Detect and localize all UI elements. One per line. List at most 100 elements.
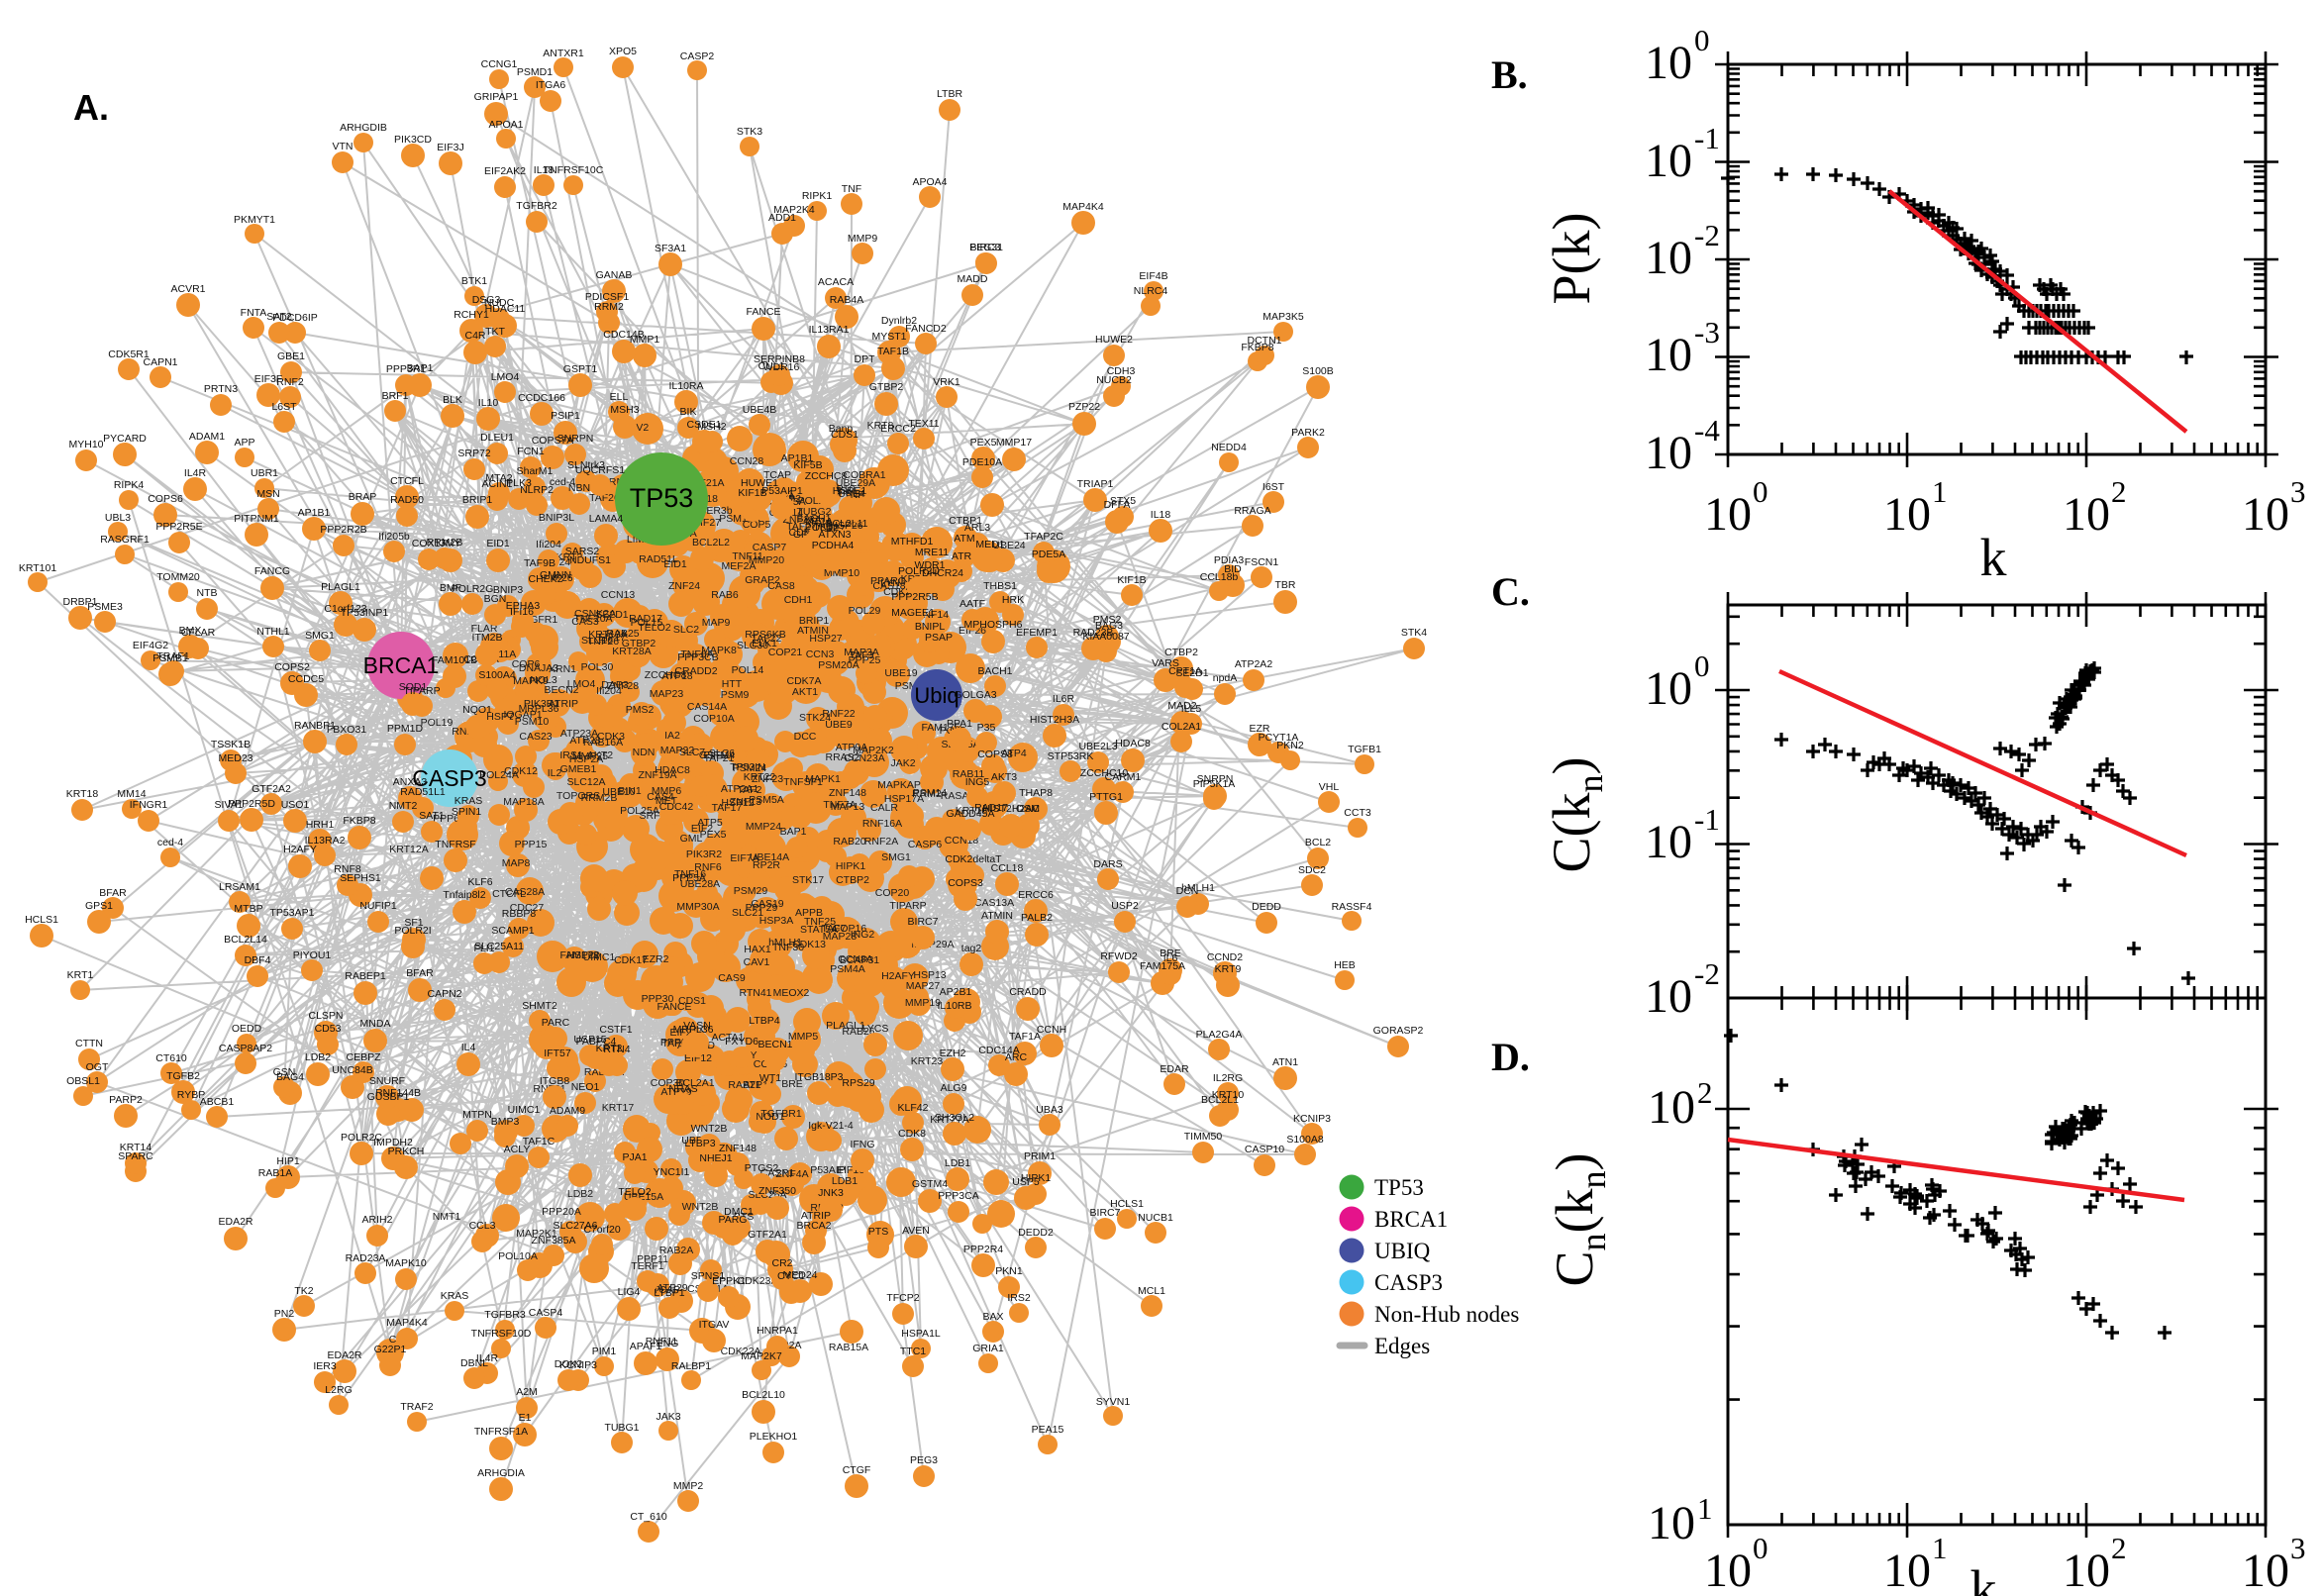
svg-text:ATR: ATR [952, 550, 972, 562]
svg-text:PN2: PN2 [274, 1308, 295, 1320]
svg-text:GSTM4: GSTM4 [699, 749, 735, 761]
svg-text:PEX5: PEX5 [970, 437, 997, 449]
svg-text:NEDD4: NEDD4 [1211, 442, 1247, 453]
svg-text:BFAR: BFAR [99, 887, 127, 899]
svg-text:SDC2: SDC2 [1298, 864, 1326, 876]
svg-text:CCT3: CCT3 [1344, 807, 1371, 819]
svg-text:ACLY: ACLY [504, 1144, 531, 1155]
svg-text:RAB4A: RAB4A [830, 294, 863, 306]
svg-text:CDC14B: CDC14B [603, 329, 644, 341]
svg-text:IFNG: IFNG [850, 1139, 874, 1150]
svg-text:10: 10 [1883, 1545, 1931, 1596]
svg-text:PEG31: PEG31 [969, 242, 1003, 253]
svg-text:Igk-V21-4: Igk-V21-4 [808, 1120, 854, 1132]
svg-text:CTTN: CTTN [75, 1038, 103, 1049]
svg-text:SH3GL2: SH3GL2 [935, 1112, 974, 1124]
svg-text:BECN1: BECN1 [758, 1039, 792, 1050]
svg-text:CASP3: CASP3 [1374, 1270, 1443, 1295]
svg-text:Ifi204: Ifi204 [596, 685, 622, 697]
svg-text:MAP23: MAP23 [650, 688, 684, 700]
svg-text:PPP15: PPP15 [515, 839, 548, 850]
svg-text:PLA2G4A: PLA2G4A [1196, 1029, 1243, 1041]
svg-text:BCL2: BCL2 [1305, 837, 1331, 848]
svg-text:Dynlrb2: Dynlrb2 [881, 315, 917, 327]
svg-text:ATP2A2: ATP2A2 [1235, 658, 1272, 670]
svg-text:IL13RA2: IL13RA2 [305, 835, 346, 847]
svg-text:RASSF4: RASSF4 [1332, 901, 1372, 913]
svg-text:EIF4B: EIF4B [1139, 270, 1167, 282]
svg-text:SYVN1: SYVN1 [1096, 1396, 1131, 1408]
svg-text:RAB6: RAB6 [711, 589, 739, 601]
svg-text:-4: -4 [1694, 413, 1720, 448]
svg-text:TIMM50: TIMM50 [1184, 1131, 1223, 1143]
svg-text:TTC1: TTC1 [900, 1346, 926, 1357]
svg-text:LTBR: LTBR [937, 88, 962, 100]
svg-text:ING5: ING5 [965, 776, 990, 788]
svg-text:TNFRSF10D: TNFRSF10D [471, 1328, 532, 1340]
svg-text:10: 10 [1645, 970, 1692, 1023]
svg-text:10: 10 [2063, 488, 2110, 541]
svg-text:COPS2: COPS2 [274, 661, 310, 673]
svg-text:MPHOSPH6: MPHOSPH6 [964, 619, 1023, 631]
svg-text:PMS2: PMS2 [626, 704, 655, 716]
svg-text:TSSK1B: TSSK1B [211, 739, 251, 750]
svg-text:MAD2: MAD2 [1167, 700, 1196, 712]
svg-text:ZCCHC8: ZCCHC8 [645, 669, 687, 681]
svg-text:EFEMP1: EFEMP1 [1016, 627, 1058, 639]
svg-text:LMO4: LMO4 [567, 678, 596, 690]
svg-text:MAGEE1: MAGEE1 [891, 607, 935, 619]
svg-text:SLC27A6: SLC27A6 [554, 1220, 598, 1232]
svg-text:XPO5: XPO5 [609, 46, 637, 57]
svg-text:RAB1A: RAB1A [258, 1167, 292, 1179]
svg-text:GUSBP1: GUSBP1 [367, 1091, 410, 1103]
svg-text:ZNF13: ZNF13 [730, 796, 761, 808]
svg-text:BAP1: BAP1 [780, 826, 807, 838]
svg-text:PIK3CD: PIK3CD [394, 134, 432, 146]
svg-text:MED1: MED1 [975, 539, 1004, 550]
svg-text:POL25A: POL25A [620, 805, 659, 817]
svg-text:PALB2: PALB2 [1021, 912, 1053, 924]
svg-text:ZNF350: ZNF350 [758, 1185, 796, 1197]
svg-text:PEX5: PEX5 [700, 829, 727, 841]
svg-text:-2: -2 [1694, 218, 1720, 252]
svg-text:SMG1: SMG1 [305, 630, 335, 642]
svg-text:UBA3: UBA3 [1036, 1104, 1063, 1116]
svg-text:DEDD2: DEDD2 [1018, 1227, 1054, 1239]
svg-text:NLRC4: NLRC4 [1134, 285, 1168, 297]
svg-text:TOMM20: TOMM20 [156, 571, 200, 583]
svg-text:PSM4A: PSM4A [830, 963, 865, 975]
svg-text:POLR2I: POLR2I [394, 925, 431, 937]
svg-text:ERCC6: ERCC6 [1018, 889, 1054, 901]
svg-text:TRAF2: TRAF2 [400, 1401, 433, 1413]
svg-text:CCDC166: CCDC166 [518, 392, 565, 404]
svg-text:MAP3K5: MAP3K5 [1262, 311, 1304, 323]
svg-text:SIVA1: SIVA1 [215, 799, 244, 811]
svg-text:PPP29: PPP29 [746, 902, 778, 914]
svg-text:EID1: EID1 [663, 558, 687, 570]
svg-text:FKBP8: FKBP8 [343, 815, 375, 827]
svg-text:S100A8: S100A8 [1286, 1134, 1324, 1146]
svg-text:PSME3: PSME3 [87, 601, 123, 613]
svg-text:HIP1: HIP1 [276, 1155, 300, 1167]
svg-text:KRT10: KRT10 [1212, 1089, 1245, 1101]
svg-text:HIST2H3A: HIST2H3A [1030, 714, 1079, 726]
svg-text:COL2A1: COL2A1 [1162, 721, 1201, 733]
svg-text:CDK3: CDK3 [597, 731, 625, 743]
svg-text:JAK3: JAK3 [656, 1411, 680, 1423]
svg-text:LAMA4: LAMA4 [589, 513, 624, 525]
svg-text:PLAGL1: PLAGL1 [321, 581, 360, 593]
svg-text:DFFA: DFFA [1104, 499, 1131, 511]
svg-text:SAT2: SAT2 [266, 311, 292, 323]
svg-text:BLK: BLK [443, 394, 462, 406]
svg-text:COP20: COP20 [875, 887, 910, 899]
svg-text:HSPA1L: HSPA1L [901, 1328, 941, 1340]
svg-text:10: 10 [1645, 427, 1692, 479]
svg-text:L6ST: L6ST [271, 401, 297, 413]
svg-text:COP6: COP6 [512, 658, 541, 670]
svg-text:AP1B1: AP1B1 [298, 507, 331, 519]
svg-text:ATP23A: ATP23A [560, 728, 598, 740]
svg-text:Non-Hub nodes: Non-Hub nodes [1374, 1302, 1519, 1327]
svg-text:HUWE2: HUWE2 [1095, 334, 1133, 346]
svg-text:TKT: TKT [485, 326, 505, 338]
svg-text:10: 10 [2063, 1545, 2110, 1596]
